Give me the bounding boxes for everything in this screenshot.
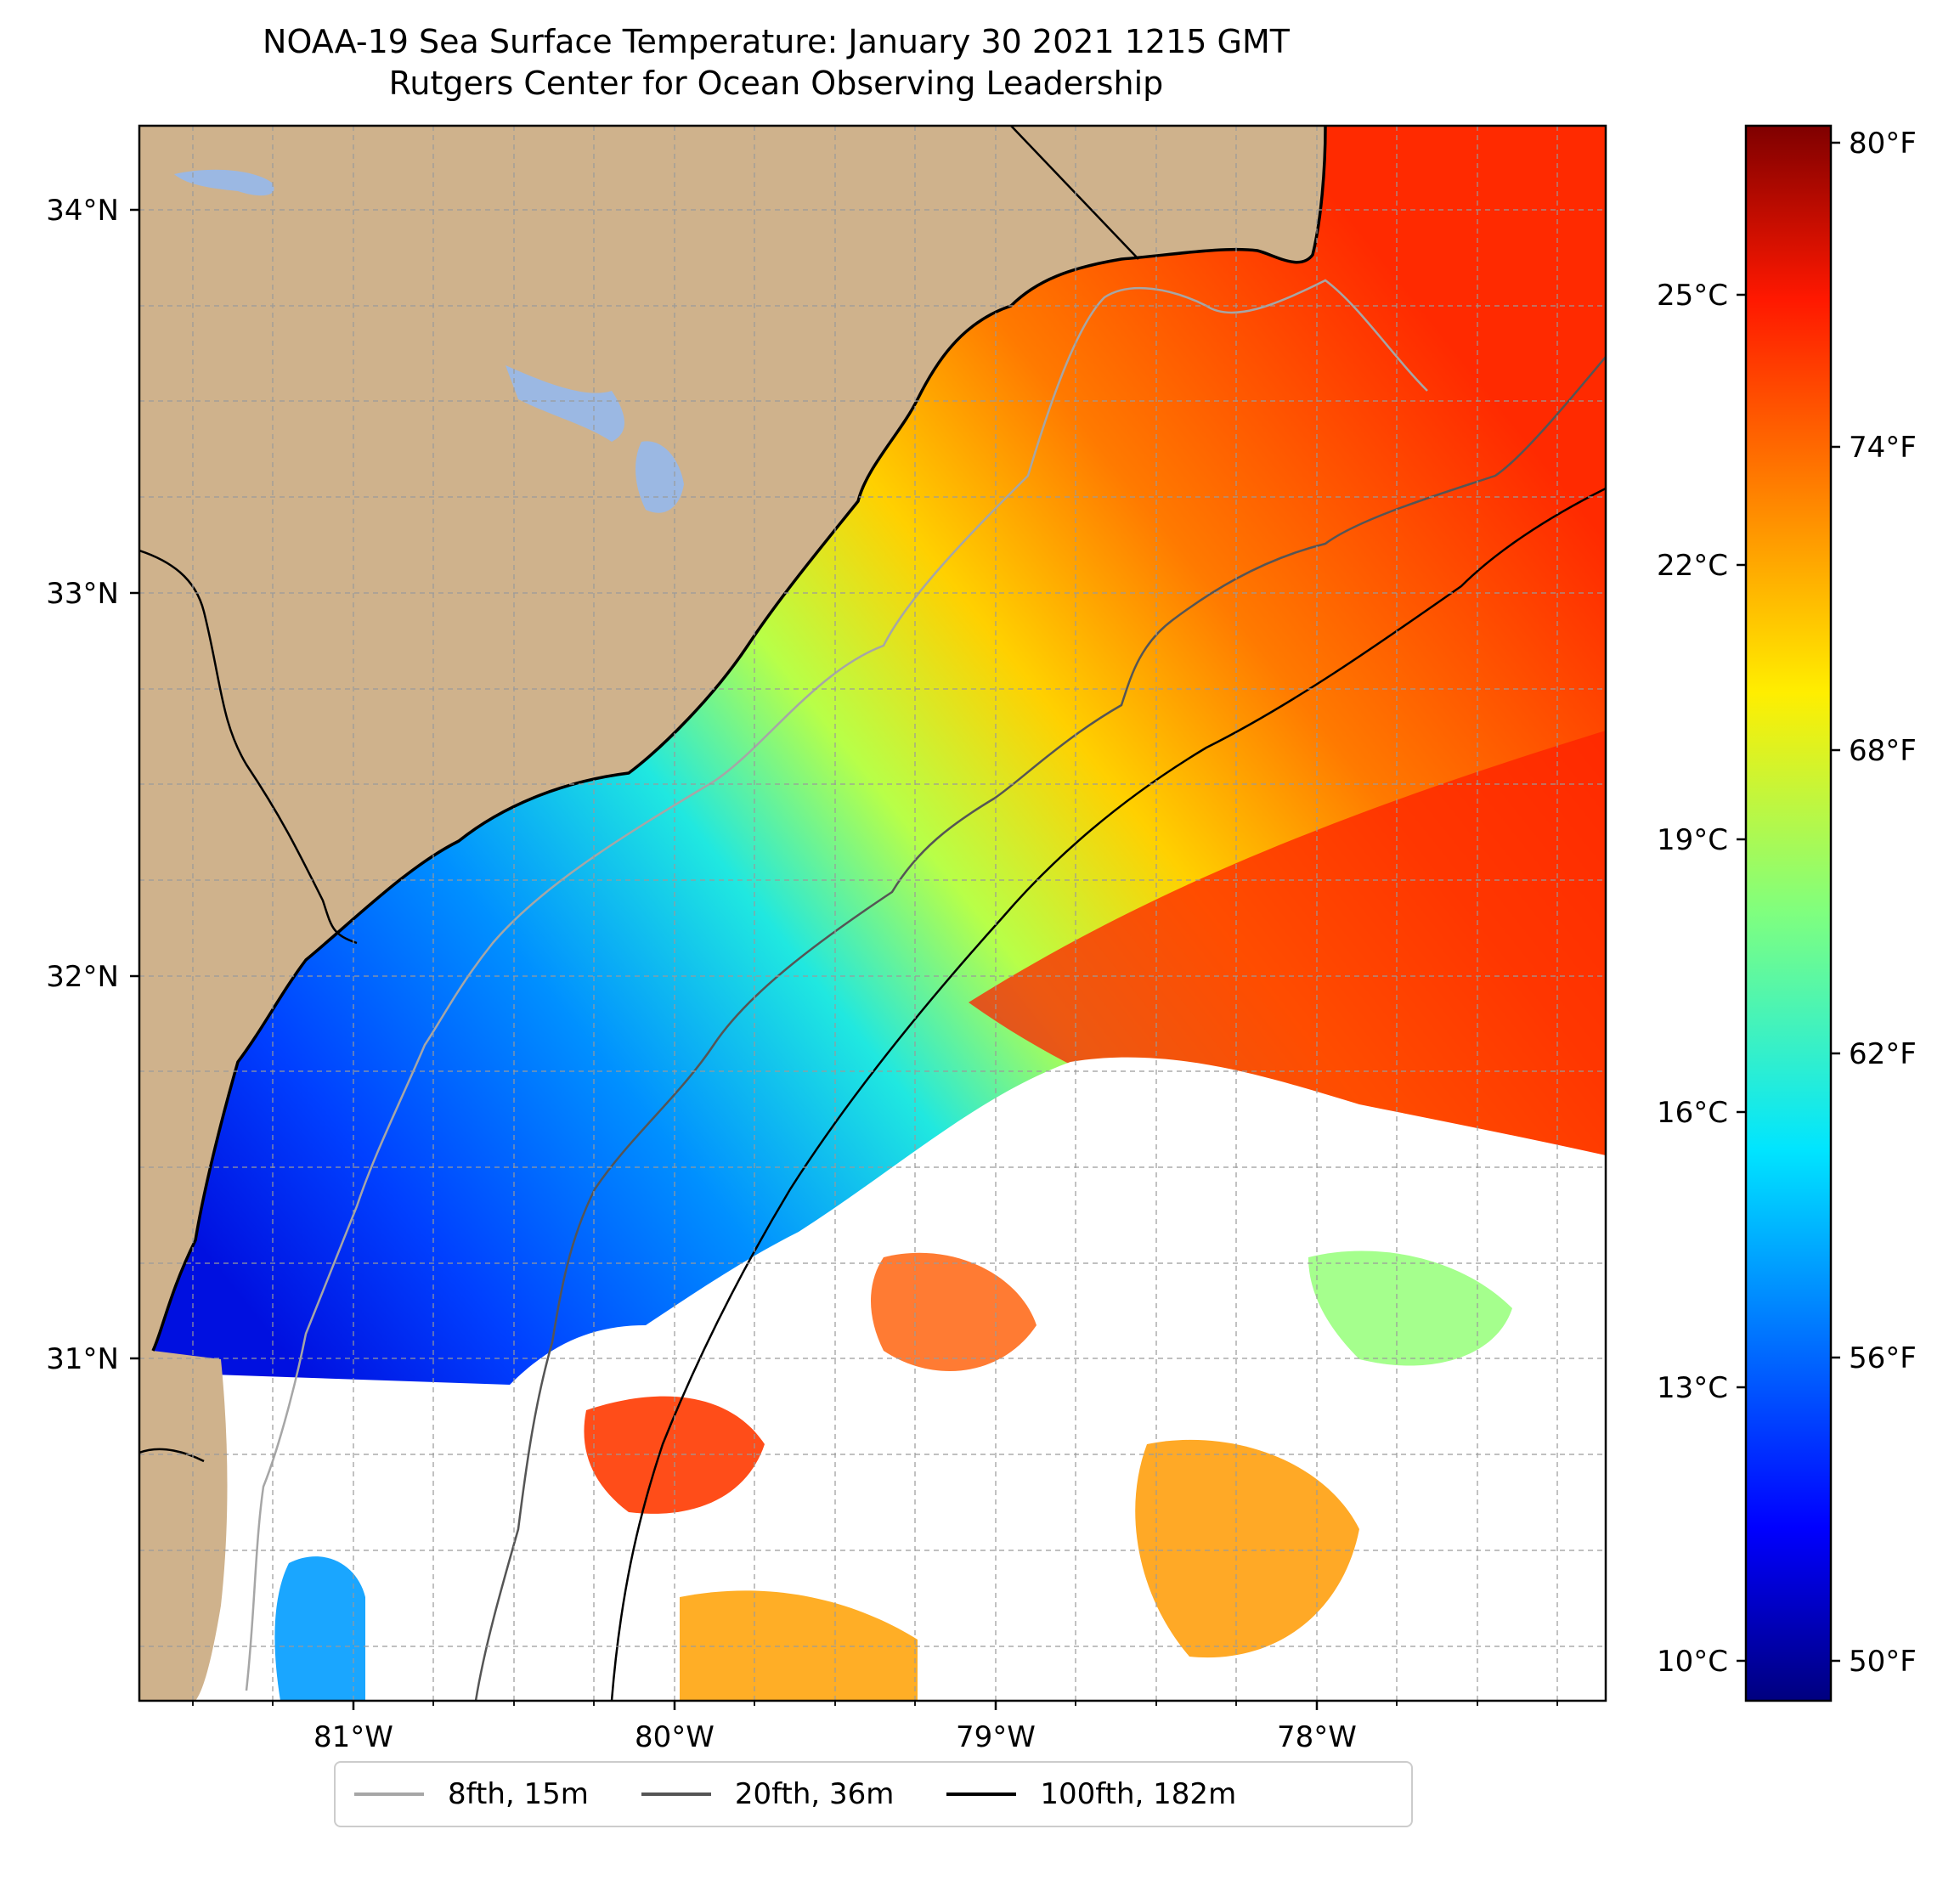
lon-tick-label: 79°W [956,1720,1036,1754]
celsius-tick-label: 25°C [1657,279,1728,313]
legend-swatch [946,1792,1017,1796]
land [139,126,1325,1701]
lake [635,441,684,513]
colorbar-c-ticks [1737,293,1746,1663]
lake [506,365,624,442]
chart-subtitle: Rutgers Center for Ocean Observing Leade… [388,65,1164,102]
gridlines [139,126,1606,1701]
fahrenheit-tick-label: 56°F [1849,1341,1917,1375]
isobath-100fth [610,487,1606,1701]
legend-item-100fth: 100fth, 182m [928,1777,1236,1811]
fahrenheit-tick-label: 50°F [1849,1645,1917,1679]
warm-patch [680,1590,918,1701]
legend-item-8fth: 8fth, 15m [336,1777,589,1811]
x-minor-ticks [192,1701,1558,1706]
legend-swatch [641,1792,711,1796]
celsius-tick-label: 13°C [1657,1371,1728,1405]
lon-tick-label: 80°W [635,1720,715,1754]
lat-tick-label: 32°N [46,960,119,994]
y-ticks [130,208,139,1360]
fahrenheit-tick-label: 62°F [1849,1037,1917,1071]
fahrenheit-tick-label: 74°F [1849,431,1917,465]
coastline [151,126,1327,1352]
map-frame [138,124,1607,1702]
lat-tick-label: 34°N [46,194,119,228]
celsius-tick-label: 16°C [1657,1096,1728,1130]
lat-tick-label: 31°N [46,1342,119,1376]
lon-tick-label: 78°W [1277,1720,1357,1754]
chart-title: NOAA-19 Sea Surface Temperature: January… [263,23,1290,60]
celsius-tick-label: 19°C [1657,823,1728,857]
celsius-tick-label: 22°C [1657,549,1728,583]
x-ticks [352,1701,1319,1710]
state-border [139,1448,205,1463]
legend-item-20fth: 20fth, 36m [623,1777,895,1811]
isobath-8fth [245,279,1428,1691]
warm-patch [274,1556,365,1701]
lake [174,169,274,196]
fahrenheit-tick-label: 80°F [1849,127,1917,161]
state-border [139,549,358,945]
lat-tick-label: 33°N [46,577,119,611]
colorbar [1744,124,1833,1702]
legend: 8fth, 15m 20fth, 36m 100fth, 182m [334,1761,1413,1827]
state-border [1010,126,1139,260]
lon-tick-label: 81°W [313,1720,393,1754]
legend-swatch [354,1792,424,1796]
warm-patch [1135,1439,1359,1658]
colorbar-f-ticks [1831,141,1840,1663]
legend-label: 8fth, 15m [448,1777,589,1811]
legend-label: 100fth, 182m [1040,1777,1237,1811]
isobath-20fth [474,356,1606,1701]
warm-patch [871,1252,1036,1371]
celsius-tick-label: 10°C [1657,1645,1728,1679]
warm-patch [1308,1251,1512,1366]
legend-label: 20fth, 36m [734,1777,895,1811]
fahrenheit-tick-label: 68°F [1849,734,1917,768]
